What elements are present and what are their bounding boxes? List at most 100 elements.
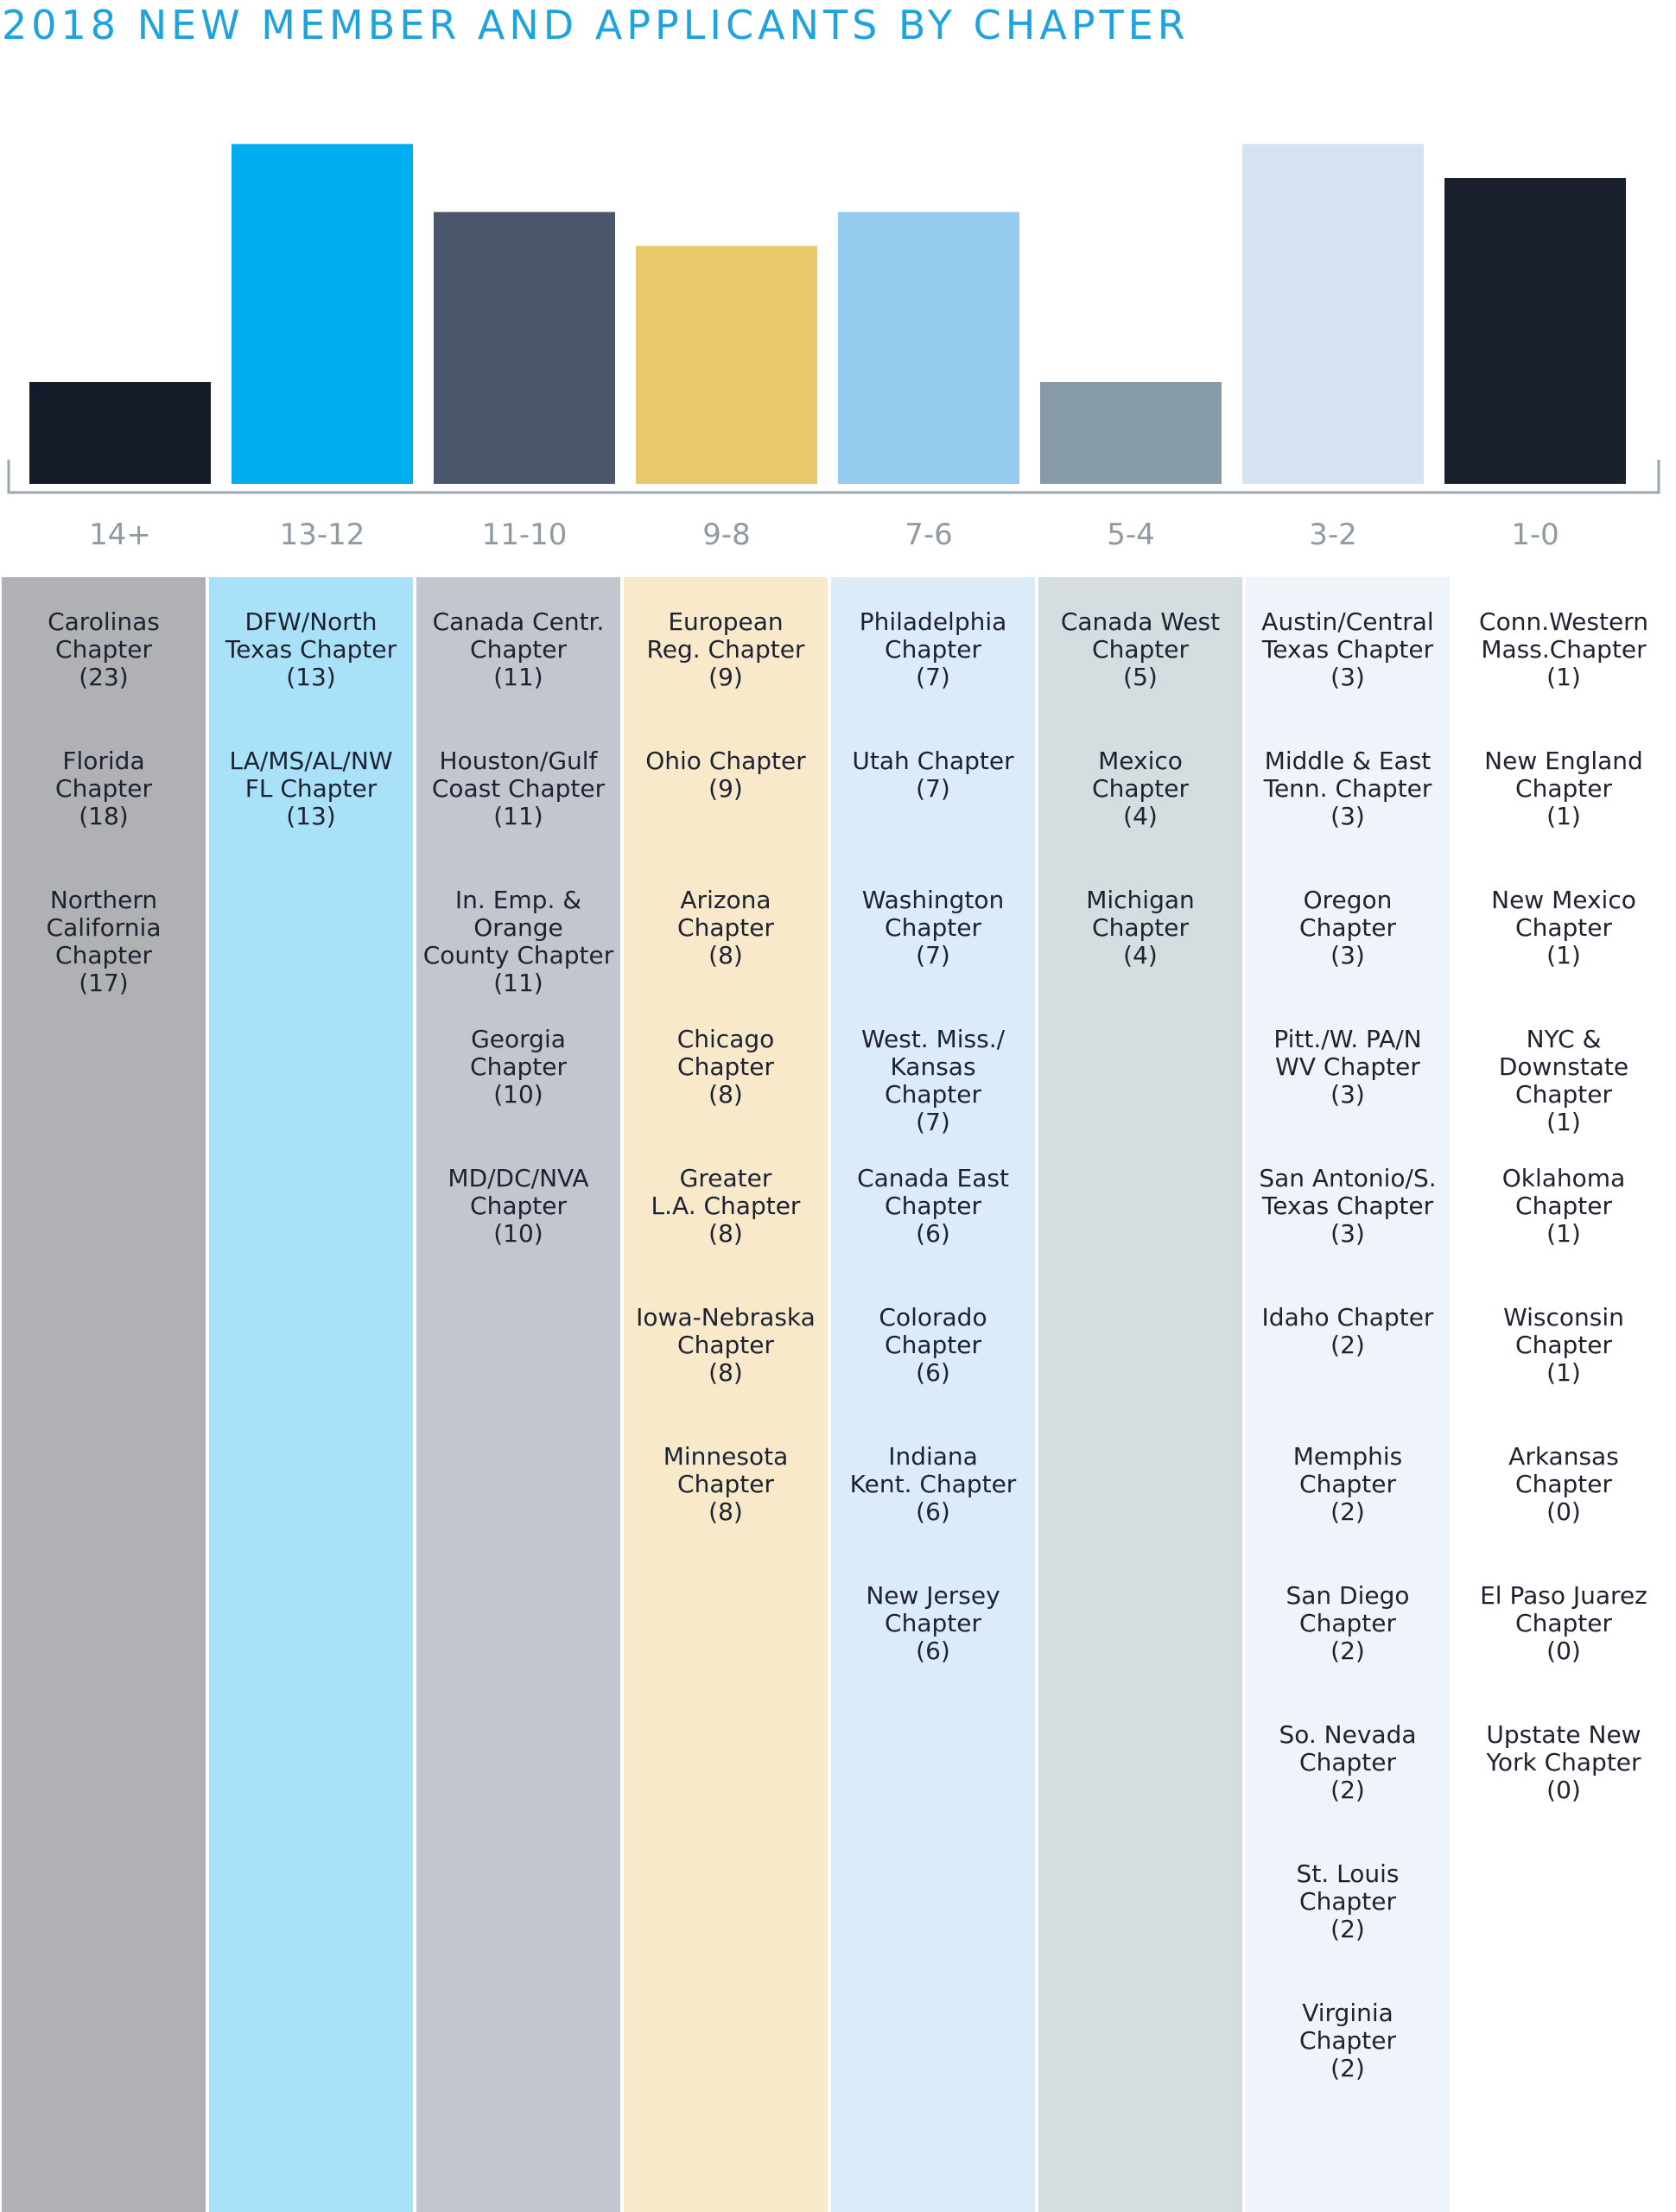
chapter-count: (6) xyxy=(916,1637,950,1665)
chapter-name-line: Arizona xyxy=(680,886,771,914)
chapter-name-line: Indiana xyxy=(888,1442,978,1471)
chapter-name-line: L.A. Chapter xyxy=(651,1192,801,1220)
chapter-name-line: Chapter xyxy=(1092,913,1189,942)
chapter-name-line: West. Miss./ xyxy=(860,1025,1006,1053)
chapter-count: (1) xyxy=(1546,941,1581,969)
chapter-count: (2) xyxy=(1330,1637,1365,1665)
chapter-name-line: MD/DC/NVA xyxy=(448,1164,589,1192)
chapter-entry: Austin/Central Texas Chapter (3) xyxy=(1246,608,1450,691)
chapter-name-line: Chapter xyxy=(1299,1748,1396,1777)
chapter-column-13-12: DFW/North Texas Chapter (13) LA/MS/AL/NW FL … xyxy=(209,577,413,2212)
chapter-name-line: Greater xyxy=(679,1164,772,1192)
chapter-entry: Canada Centr. Chapter (11) xyxy=(416,608,620,691)
chapter-entry: Oregon Chapter (3) xyxy=(1246,887,1450,969)
chapter-count: (8) xyxy=(708,1219,743,1248)
chapter-name-line: DFW/North xyxy=(244,607,378,636)
chapter-count: (17) xyxy=(79,969,129,997)
chapter-entry: Wisconsin Chapter (1) xyxy=(1453,1304,1674,1387)
chapter-name-line: Mexico xyxy=(1098,747,1183,775)
bar-5-4 xyxy=(1040,382,1222,484)
chapter-entry: Iowa-Nebraska Chapter (8) xyxy=(624,1304,828,1387)
chapter-entry: St. Louis Chapter (2) xyxy=(1246,1860,1450,1943)
bar-11-10 xyxy=(434,212,615,485)
x-tick-label: 1-0 xyxy=(1511,518,1559,552)
chapter-name-line: Arkansas xyxy=(1508,1442,1619,1471)
chapter-count: (6) xyxy=(916,1497,950,1526)
chapter-name-line: Memphis xyxy=(1292,1442,1403,1471)
chapter-count: (5) xyxy=(1123,663,1158,691)
chapter-count: (10) xyxy=(493,1219,543,1248)
chapter-count: (0) xyxy=(1546,1637,1581,1665)
chapter-column-5-4: Canada West Chapter (5) Mexico Chapter (4) Mic… xyxy=(1038,577,1242,2212)
chapter-name-line: Chapter xyxy=(1515,1080,1612,1109)
chapter-count: (3) xyxy=(1330,802,1365,830)
chapter-count: (3) xyxy=(1330,1219,1365,1248)
chapter-entry: DFW/North Texas Chapter (13) xyxy=(209,608,413,691)
chapter-name-line: Chapter xyxy=(1092,635,1189,664)
chapter-name-line: Iowa-Nebraska xyxy=(636,1303,816,1332)
chapter-name-line: Chapter xyxy=(1515,1609,1612,1637)
x-tick-label: 3-2 xyxy=(1309,518,1357,552)
chapter-name-line: Virginia xyxy=(1302,1999,1393,2027)
chapter-count: (10) xyxy=(493,1080,543,1109)
chapter-entry: Ohio Chapter (9) xyxy=(624,747,828,803)
chapter-entry: West. Miss./Kansas Chapter (7) xyxy=(831,1026,1035,1136)
chapter-name-line: Kent. Chapter xyxy=(849,1470,1017,1498)
chapter-name-line: Colorado xyxy=(879,1303,987,1332)
chapter-name-line: Florida xyxy=(62,747,145,775)
chapter-entry: Georgia Chapter (10) xyxy=(416,1026,620,1109)
chapter-name-line: Texas Chapter xyxy=(1261,635,1434,664)
chapter-count: (11) xyxy=(493,663,543,691)
chapter-name-line: Conn.Western xyxy=(1479,607,1648,636)
chapter-count: (7) xyxy=(916,774,950,803)
chapter-column-9-8: European Reg. Chapter (9) Ohio Chapter (9) Ar… xyxy=(624,577,828,2212)
chapter-name-line: Austin/Central xyxy=(1261,607,1434,636)
chapter-count: (9) xyxy=(708,774,743,803)
chapter-name-line: Chapter xyxy=(1299,2026,1396,2055)
chapter-name-line: Georgia xyxy=(471,1025,566,1053)
chapter-name-line: Ohio Chapter xyxy=(645,747,806,775)
chapter-count: (1) xyxy=(1546,1358,1581,1387)
chapter-name-line: Chapter xyxy=(885,635,981,664)
chapter-count: (3) xyxy=(1330,663,1365,691)
x-tick-label: 14+ xyxy=(89,518,151,552)
chapter-count: (2) xyxy=(1330,1331,1365,1359)
chapter-name-line: Kansas xyxy=(890,1052,976,1081)
chapter-name-line: New England xyxy=(1484,747,1643,775)
chapter-count: (0) xyxy=(1546,1776,1581,1804)
chapter-column-1-0: Conn.Western Mass.Chapter (1) New England Ch… xyxy=(1453,577,1674,2212)
chapter-name-line: In. Emp. & Orange xyxy=(454,886,582,942)
chapter-name-line: Chapter xyxy=(1299,1887,1396,1916)
bar-1-0 xyxy=(1444,178,1626,484)
chapter-name-line: Mass.Chapter xyxy=(1481,635,1647,664)
chapter-name-line: Canada East xyxy=(857,1164,1009,1192)
chapter-count: (2) xyxy=(1330,1776,1365,1804)
chapter-count: (6) xyxy=(916,1358,950,1387)
chapter-name-line: Texas Chapter xyxy=(1261,1192,1434,1220)
chapter-name-line: FL Chapter xyxy=(244,774,378,803)
chapter-name-line: Chapter xyxy=(1092,774,1189,803)
chapter-columns: Carolinas Chapter (23) Florida Chapter (18) No… xyxy=(0,577,1676,2212)
chapter-entry: New Mexico Chapter (1) xyxy=(1453,887,1674,969)
chapter-entry: Memphis Chapter (2) xyxy=(1246,1443,1450,1526)
chapter-name-line: Idaho Chapter xyxy=(1261,1303,1434,1332)
chapter-name-line: San Antonio/S. xyxy=(1259,1164,1437,1192)
chapter-name-line: Michigan xyxy=(1086,886,1195,914)
chapter-count: (2) xyxy=(1330,1915,1365,1943)
chapter-name-line: California xyxy=(46,913,162,942)
chapter-name-line: Pitt./W. PA/N xyxy=(1273,1025,1422,1053)
chapter-entry: NYC & Downstate Chapter (1) xyxy=(1453,1026,1674,1136)
chapter-entry: Indiana Kent. Chapter (6) xyxy=(831,1443,1035,1526)
chapter-name-line: El Paso Juarez xyxy=(1480,1581,1647,1610)
chapter-name-line: Canada West xyxy=(1060,607,1221,636)
chapter-entry: San Diego Chapter (2) xyxy=(1246,1582,1450,1665)
x-tick-label: 5-4 xyxy=(1107,518,1155,552)
chapter-entry: Florida Chapter (18) xyxy=(2,747,206,830)
chapter-name-line: Tenn. Chapter xyxy=(1263,774,1432,803)
chapter-name-line: WV Chapter xyxy=(1275,1052,1420,1081)
chapter-name-line: County Chapter xyxy=(422,941,614,969)
chapter-entry: Northern California Chapter (17) xyxy=(2,887,206,997)
chapter-entry: San Antonio/S. Texas Chapter (3) xyxy=(1246,1165,1450,1248)
chapter-name-line: Chapter xyxy=(1515,913,1612,942)
chapter-name-line: Chapter xyxy=(470,635,567,664)
